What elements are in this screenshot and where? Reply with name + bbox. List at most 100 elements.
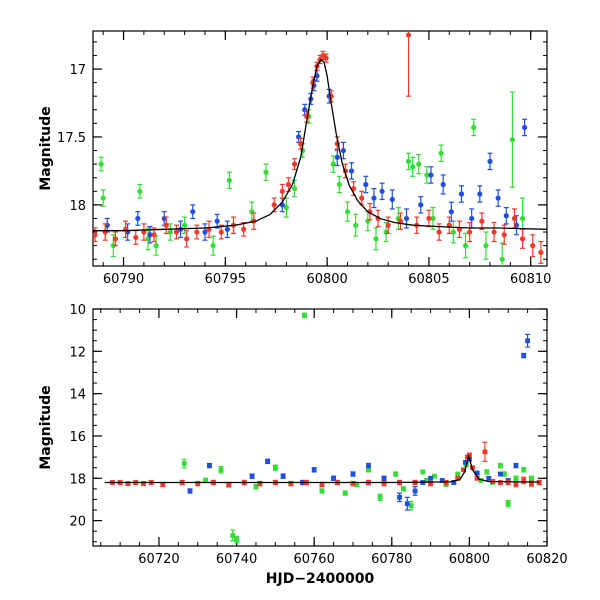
data-point (265, 458, 271, 464)
data-point (469, 215, 475, 222)
data-point (377, 494, 383, 500)
data-point (436, 229, 442, 235)
data-point (207, 463, 212, 468)
data-point (451, 480, 457, 485)
data-point (401, 486, 406, 492)
data-point (498, 463, 503, 468)
data-point (397, 494, 402, 500)
data-point (366, 467, 371, 473)
data-point (98, 161, 104, 167)
data-point (373, 236, 379, 242)
x-tick-label: 60790 (103, 272, 144, 287)
data-point (283, 204, 290, 211)
data-point (403, 215, 410, 222)
data-point (498, 471, 503, 477)
data-point (182, 222, 188, 228)
data-point (438, 150, 444, 156)
data-point (353, 222, 359, 228)
data-point (418, 202, 424, 208)
data-point (424, 478, 430, 483)
data-point (416, 161, 422, 167)
data-point (147, 232, 153, 238)
series-green (181, 312, 534, 544)
plot-frame (92, 30, 548, 267)
data-point (491, 229, 497, 235)
data-point (439, 478, 445, 483)
data-point (513, 482, 519, 488)
data-point (350, 471, 356, 477)
data-point (291, 185, 298, 192)
data-point (405, 32, 412, 38)
data-point (511, 215, 518, 222)
data-point (298, 141, 304, 147)
axis-ticks (93, 308, 548, 546)
data-point (462, 243, 469, 249)
data-point (137, 188, 143, 194)
data-point (100, 195, 106, 201)
data-point (525, 338, 530, 344)
data-point (194, 229, 200, 235)
data-point (450, 229, 456, 235)
data-point (181, 461, 187, 466)
x-tick-label: 60740 (216, 552, 257, 567)
data-point (463, 460, 468, 465)
data-point (381, 481, 387, 486)
data-point (412, 488, 418, 494)
data-point (279, 188, 285, 194)
data-point (331, 475, 336, 481)
data-point (218, 229, 224, 235)
data-point (420, 469, 426, 475)
data-point (218, 467, 224, 473)
series-red (93, 31, 544, 264)
data-point (501, 471, 507, 477)
bottom-panel-full-light-curve: 60720 60740 60760 60780 60800 60820 10 12 14 16 18… (38, 303, 568, 587)
top-panel-zoomed-light-curve: 60790 60795 60800 60805 60810 17 17.5 18 Magnitu… (38, 30, 551, 287)
data-point (389, 196, 395, 203)
data-point (214, 218, 220, 224)
data-point (482, 449, 488, 455)
data-point (484, 469, 490, 475)
x-tick-label: 60800 (306, 272, 347, 287)
data-point (125, 481, 131, 486)
data-point (203, 478, 208, 483)
data-point (448, 209, 454, 215)
data-point (336, 181, 342, 188)
data-layer (104, 312, 542, 544)
data-point (187, 488, 193, 494)
data-point (173, 229, 180, 235)
data-point (285, 181, 292, 188)
x-axis-label: HJD−2400000 (266, 571, 375, 587)
data-point (263, 169, 269, 175)
data-point (458, 191, 465, 197)
data-point (317, 56, 323, 63)
data-point (319, 482, 325, 488)
y-tick-label: 17 (69, 63, 86, 78)
data-point (424, 172, 430, 178)
data-point (342, 490, 348, 496)
data-point (234, 537, 239, 543)
data-point (498, 480, 503, 485)
data-point (513, 463, 519, 468)
data-point (513, 222, 520, 228)
data-point (291, 161, 298, 167)
data-point (503, 213, 509, 219)
data-point (323, 55, 329, 61)
x-tick-label: 60795 (205, 272, 246, 287)
data-point (521, 353, 527, 358)
y-axis-label: Magnitude (38, 106, 54, 190)
data-point (467, 229, 473, 235)
x-tick-label: 60805 (408, 272, 449, 287)
y-tick-label: 10 (69, 303, 86, 318)
data-point (348, 168, 355, 174)
model-curve (104, 454, 540, 484)
data-point (288, 481, 294, 486)
data-point (141, 229, 147, 235)
data-point (519, 215, 526, 222)
x-tick-label: 60780 (371, 552, 412, 567)
data-point (410, 164, 416, 170)
data-point (522, 124, 528, 131)
data-point (311, 467, 317, 473)
data-point (230, 533, 236, 538)
data-point (521, 478, 527, 483)
data-point (226, 482, 232, 488)
